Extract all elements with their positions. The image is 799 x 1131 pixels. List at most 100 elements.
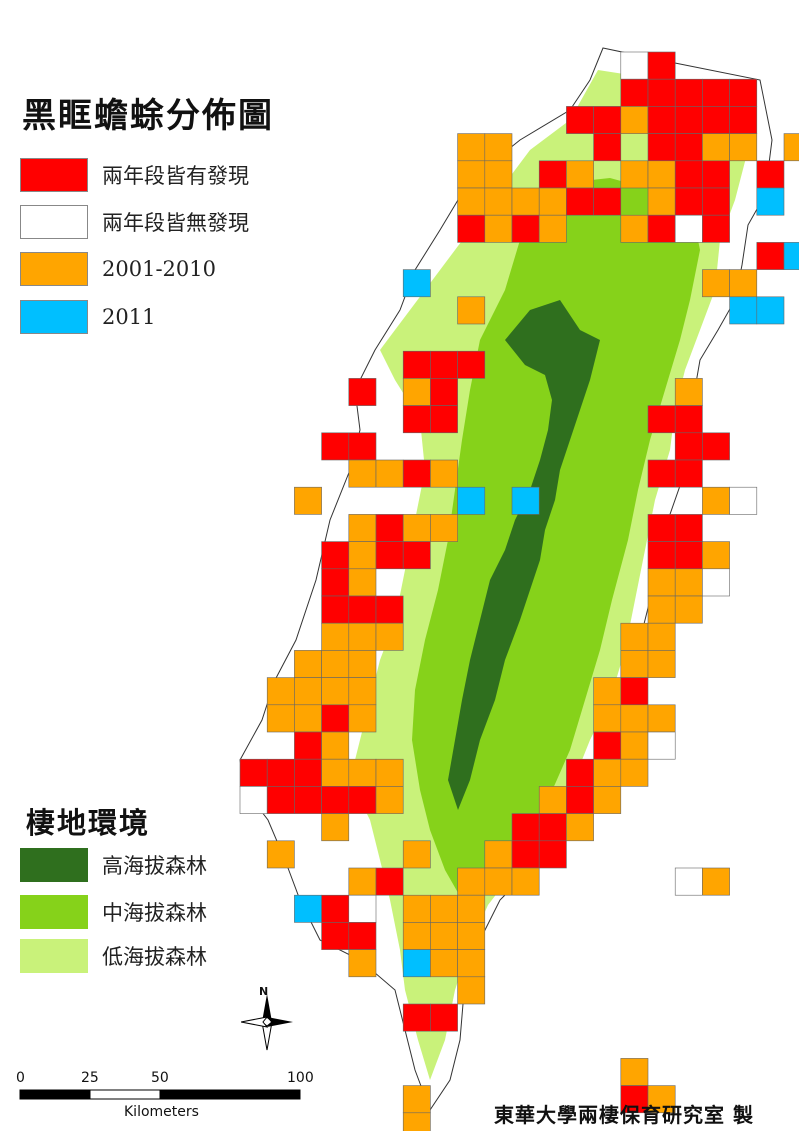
grid-cell <box>674 867 703 896</box>
grid-cell <box>756 160 785 189</box>
grid-cell <box>430 350 458 379</box>
grid-cell <box>375 595 404 624</box>
grid-cell <box>266 840 295 869</box>
grid-cell <box>647 459 676 488</box>
grid-cell <box>294 650 322 678</box>
grid-cell <box>321 541 350 570</box>
grid-cell <box>593 786 622 814</box>
grid-cell <box>647 133 676 162</box>
map-title: 黑眶蟾蜍分佈圖 <box>22 96 274 136</box>
scale-bar <box>19 1089 301 1100</box>
grid-cell <box>647 650 676 678</box>
grid-cell <box>674 541 703 570</box>
high-elevation-forest <box>448 300 600 810</box>
grid-cell <box>566 786 594 814</box>
grid-cell <box>620 106 649 134</box>
habitat-label: 低海拔森林 <box>102 945 207 969</box>
grid-cell <box>348 650 377 678</box>
grid-cell <box>702 867 730 896</box>
grid-cell <box>457 214 486 243</box>
grid-cell <box>294 758 322 787</box>
habitat-label: 高海拔森林 <box>102 854 207 878</box>
grid-cell <box>620 731 649 760</box>
grid-cell <box>402 378 431 406</box>
grid-cell <box>538 187 567 216</box>
grid-cell <box>321 432 350 461</box>
grid-cell <box>593 731 622 760</box>
grid-cell <box>674 432 703 461</box>
habitat-item: 低海拔森林 <box>20 939 207 973</box>
grid-cell <box>729 269 758 298</box>
legend-item: 兩年段皆無發現 <box>20 205 249 239</box>
grid-cell <box>647 214 676 243</box>
grid-cell <box>674 133 703 162</box>
grid-cell <box>321 568 350 597</box>
habitat-swatch-mid <box>20 895 88 929</box>
grid-cell <box>457 350 486 379</box>
grid-cell <box>620 78 649 107</box>
grid-cell <box>674 459 703 488</box>
grid-cell <box>348 378 377 406</box>
grid-cell <box>375 622 404 651</box>
grid-cell <box>294 731 322 760</box>
grid-cell <box>457 922 486 950</box>
legend-swatch-white <box>20 205 88 239</box>
scale-tick-label: 100 <box>287 1070 314 1086</box>
grid-cell <box>593 106 622 134</box>
grid-cell <box>647 187 676 216</box>
scale-tick-label: 25 <box>81 1070 99 1086</box>
grid-cell <box>484 187 513 216</box>
grid-cell <box>674 160 703 189</box>
grid-cell <box>647 405 676 434</box>
grid-cell <box>348 514 377 542</box>
grid-cell <box>402 1003 431 1032</box>
grid-cell <box>321 894 350 923</box>
grid-cell <box>566 813 594 842</box>
grid-cell <box>375 514 404 542</box>
grid-cell <box>375 867 404 896</box>
credit-text: 東華大學兩棲保育研究室 製 <box>494 1103 754 1127</box>
grid-cell <box>674 106 703 134</box>
grid-cell <box>702 486 730 515</box>
grid-cell <box>484 840 513 869</box>
grid-cell <box>783 242 799 270</box>
grid-cell <box>674 78 703 107</box>
grid-cell <box>783 133 799 162</box>
grid-cell <box>647 106 676 134</box>
grid-cell <box>294 677 322 706</box>
grid-cell <box>620 214 649 243</box>
grid-cell <box>484 214 513 243</box>
grid-cell <box>266 786 295 814</box>
grid-cell <box>620 622 649 651</box>
grid-cell <box>647 160 676 189</box>
grid-cell <box>484 867 513 896</box>
grid-cell <box>239 758 268 787</box>
legend-item: 兩年段皆有發現 <box>20 158 249 192</box>
grid-cell <box>620 650 649 678</box>
legend-label: 兩年段皆無發現 <box>102 211 249 235</box>
grid-cell <box>348 432 377 461</box>
grid-cell <box>566 187 594 216</box>
grid-cell <box>511 867 540 896</box>
scale-tick-label: 50 <box>151 1070 169 1086</box>
grid-cell <box>430 949 458 978</box>
scale-unit-label: Kilometers <box>124 1104 199 1120</box>
grid-cell <box>729 106 758 134</box>
grid-cell <box>593 187 622 216</box>
grid-cell <box>620 704 649 733</box>
grid-cell <box>321 813 350 842</box>
legend-label: 2011 <box>102 305 156 329</box>
grid-cell <box>402 269 431 298</box>
grid-cell <box>674 378 703 406</box>
grid-cell <box>402 894 431 923</box>
grid-cell <box>756 242 785 270</box>
grid-cell <box>402 459 431 488</box>
grid-cell <box>348 867 377 896</box>
grid-cell <box>402 922 431 950</box>
grid-cell <box>729 486 758 515</box>
grid-cell <box>702 187 730 216</box>
grid-cell <box>702 541 730 570</box>
grid-cell <box>457 867 486 896</box>
